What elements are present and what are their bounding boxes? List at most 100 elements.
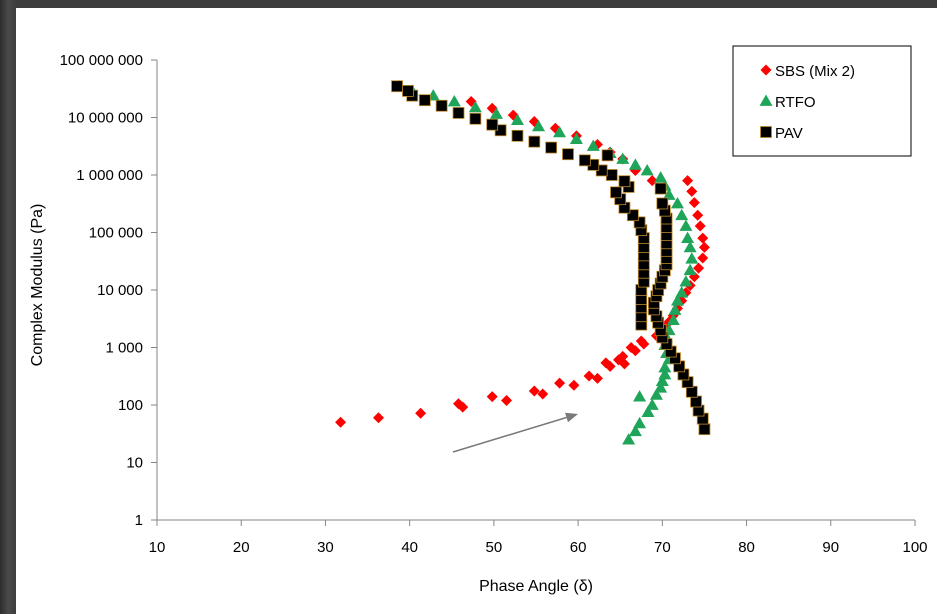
data-point (568, 379, 580, 391)
data-point (633, 390, 647, 402)
data-point (402, 85, 414, 97)
data-point (690, 395, 702, 408)
data-point (645, 398, 659, 410)
legend-item: RTFO (759, 94, 816, 111)
data-point (528, 135, 541, 148)
data-point (554, 377, 566, 389)
data-point (415, 407, 427, 419)
data-point (633, 416, 647, 429)
x-tick-label: 50 (486, 539, 503, 556)
data-point (681, 231, 695, 243)
data-point (489, 107, 503, 119)
x-tick-label: 90 (822, 539, 839, 556)
data-point (628, 158, 642, 170)
data-point (641, 405, 655, 418)
data-point (486, 118, 499, 131)
data-point (617, 350, 629, 362)
x-tick-label: 10 (149, 539, 166, 556)
data-point (697, 252, 709, 264)
data-point (670, 294, 684, 306)
data-point (452, 107, 465, 119)
y-tick-label: 1 000 (105, 340, 143, 357)
data-point (688, 197, 700, 209)
annotation-arrow (452, 412, 578, 453)
data-point (545, 141, 558, 154)
data-point (654, 171, 668, 183)
x-tick-label: 100 (902, 539, 927, 556)
data-point (698, 241, 710, 253)
y-axis-title: Complex Modulus (Pa) (29, 204, 46, 367)
data-point (562, 148, 574, 161)
legend-items: SBS (Mix 2) RTFO PAV (759, 63, 855, 142)
data-point (583, 370, 595, 382)
data-point (658, 360, 672, 373)
y-axis-ticks: 1 10 100 1 000 10 000 100 000 1 000 000 10 000 … (60, 52, 157, 529)
series-rtfo (393, 79, 699, 445)
data-point (532, 119, 546, 132)
y-tick-label: 1 000 000 (76, 167, 143, 184)
x-axis-ticks: 10 20 30 40 50 60 70 80 90 100 (149, 520, 928, 556)
data-point (510, 113, 524, 126)
legend-label: SBS (Mix 2) (775, 63, 855, 80)
data-point (578, 154, 591, 167)
data-point (668, 303, 682, 315)
legend-marker (760, 64, 772, 76)
data-point (670, 196, 684, 209)
data-point (628, 424, 642, 437)
data-point (675, 208, 689, 221)
data-point (586, 139, 600, 151)
data-point (638, 338, 650, 350)
data-point (685, 252, 699, 264)
series-layer (335, 79, 711, 445)
data-point (618, 175, 631, 188)
series-sbs-mix-2 (335, 95, 710, 428)
legend-item: SBS (Mix 2) (760, 63, 855, 80)
data-point (468, 100, 482, 113)
y-tick-label: 10 000 000 (68, 110, 143, 127)
arrow-line (452, 416, 567, 453)
legend-item: PAV (760, 125, 803, 142)
data-point (335, 416, 347, 428)
data-point (692, 209, 704, 221)
legend-marker (760, 126, 772, 138)
x-tick-label: 80 (738, 539, 755, 556)
x-axis-title: Phase Angle (δ) (479, 578, 593, 595)
legend-label: PAV (775, 125, 803, 142)
y-tick-label: 100 000 000 (60, 52, 143, 69)
x-tick-label: 30 (317, 539, 334, 556)
data-point (553, 125, 567, 138)
data-point (693, 262, 705, 274)
data-point (616, 152, 630, 164)
data-point (457, 401, 469, 413)
data-point (654, 381, 668, 393)
data-point (694, 220, 706, 232)
x-tick-label: 70 (654, 539, 671, 556)
data-point (679, 219, 693, 231)
data-point (591, 372, 603, 384)
data-point (629, 345, 641, 357)
data-point (373, 412, 385, 424)
data-point (528, 385, 540, 397)
data-point (656, 197, 669, 210)
series-pav (391, 80, 711, 436)
x-tick-label: 40 (401, 539, 418, 556)
data-point (618, 358, 630, 370)
arrow-head (565, 412, 578, 423)
data-point (604, 360, 616, 372)
data-point (666, 313, 680, 325)
data-point (679, 275, 693, 287)
y-tick-label: 100 000 (89, 225, 143, 242)
data-point (698, 423, 711, 436)
x-tick-label: 20 (233, 539, 250, 556)
y-tick-label: 10 (126, 455, 143, 472)
data-point (654, 182, 667, 195)
y-tick-label: 10 000 (97, 282, 143, 299)
data-point (655, 374, 669, 387)
x-tick-label: 60 (570, 539, 587, 556)
data-point (662, 188, 676, 200)
data-point (610, 186, 622, 199)
data-point (675, 286, 689, 298)
data-point (569, 132, 583, 145)
data-point (658, 367, 672, 380)
